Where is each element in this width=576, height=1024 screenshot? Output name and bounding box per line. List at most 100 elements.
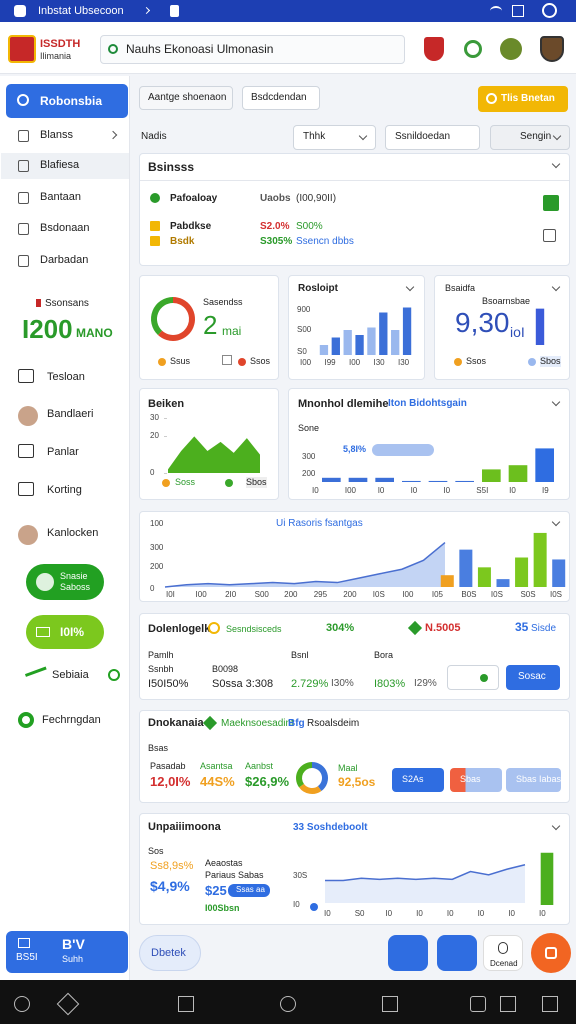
nav-icon[interactable]	[18, 369, 34, 383]
system-button[interactable]	[500, 996, 516, 1012]
tick-mark	[164, 418, 167, 419]
column-value: I50I50%	[148, 678, 189, 690]
system-button[interactable]	[470, 996, 486, 1012]
bar	[552, 559, 566, 587]
cta-icon	[486, 93, 497, 104]
y-label: S00	[297, 325, 312, 334]
stat-value: I200	[22, 314, 73, 344]
y-label: S0	[297, 347, 307, 356]
header-icon[interactable]	[464, 40, 482, 58]
stat-label: Asantsa	[200, 761, 233, 771]
system-button[interactable]	[178, 996, 194, 1012]
y-tick-label: 20	[150, 431, 159, 441]
nav-icon[interactable]	[18, 444, 34, 458]
row-action[interactable]	[543, 229, 556, 242]
x-label: I0I	[166, 590, 175, 599]
cta-label: Tlis Bnetan	[501, 93, 555, 104]
toolbar-button[interactable]	[242, 86, 320, 110]
y-label: I0	[293, 900, 300, 909]
header-icon[interactable]	[540, 36, 564, 62]
footer-icon	[18, 712, 34, 728]
legend-label: Sbos	[246, 477, 267, 488]
legend-dot	[454, 358, 462, 366]
nav-pill-label: Dbetek	[151, 947, 186, 959]
donut-label: Maal	[338, 763, 358, 773]
chart	[296, 762, 328, 794]
y-tick-label: 0	[150, 468, 155, 477]
x-label: S00	[254, 590, 269, 599]
card-button[interactable]	[506, 768, 561, 792]
badge: Sesndsisceds	[226, 624, 282, 634]
system-button[interactable]	[542, 996, 558, 1012]
nav-button[interactable]	[437, 935, 477, 971]
card-title: Beiken	[148, 398, 185, 410]
nav-icon[interactable]	[18, 406, 38, 426]
row-icon	[150, 221, 160, 231]
nav-pill[interactable]	[139, 935, 201, 971]
bar	[455, 480, 474, 482]
nav-link: Korting	[47, 484, 82, 496]
x-label: S0S	[520, 590, 536, 599]
donut-value: 92,5os	[338, 775, 376, 789]
x-label: I0	[509, 486, 516, 495]
bar	[331, 337, 340, 355]
nav-icon[interactable]	[18, 160, 29, 172]
toggle[interactable]	[108, 669, 120, 681]
nav-icon	[17, 94, 29, 106]
nav-icon[interactable]	[18, 223, 29, 235]
toggle-box[interactable]	[447, 665, 499, 690]
x-label: I0S	[490, 590, 503, 599]
x-label: 200	[284, 590, 298, 599]
header-icon[interactable]	[424, 37, 444, 61]
big-value: 9,30	[455, 307, 510, 338]
nav-fab-icon	[545, 947, 557, 959]
system-button[interactable]	[382, 996, 398, 1012]
system-button[interactable]	[280, 996, 296, 1012]
x-label: 200	[343, 590, 357, 599]
divider	[140, 180, 569, 181]
badge-icon	[208, 622, 220, 634]
filter-dropdown[interactable]	[293, 125, 376, 150]
search-box[interactable]	[100, 35, 405, 64]
pill-bar	[372, 444, 434, 456]
row-icon	[150, 236, 160, 246]
chart	[319, 307, 412, 355]
x-label: I0	[410, 486, 418, 495]
row-value: Uaobs	[260, 193, 291, 204]
nav-icon[interactable]	[18, 130, 29, 142]
info-line: Ss8,9s%	[150, 860, 194, 872]
filter-dropdown[interactable]	[490, 125, 570, 150]
card-button[interactable]	[392, 768, 444, 792]
bar	[515, 557, 529, 587]
legend-label: Ssos	[466, 356, 487, 366]
legend-dot	[225, 479, 233, 487]
donut-segment	[296, 762, 313, 788]
nav-button[interactable]	[388, 935, 428, 971]
x-label: I0	[312, 486, 319, 495]
row-value: S00%	[296, 221, 323, 232]
nav-selected-row	[1, 153, 129, 179]
nav-icon[interactable]	[18, 525, 38, 545]
info-line: $25	[205, 883, 227, 898]
header-icon[interactable]	[500, 38, 522, 60]
nav-icon[interactable]	[18, 192, 29, 204]
nav-icon[interactable]	[18, 482, 34, 496]
card-button[interactable]	[450, 768, 502, 792]
bar	[348, 477, 368, 482]
pill-button[interactable]	[26, 615, 104, 649]
filter-dropdown[interactable]	[385, 125, 480, 150]
bottom-title: B'V	[62, 936, 85, 952]
y-label: 200	[302, 469, 316, 478]
toolbar-button[interactable]	[139, 86, 233, 110]
nav-icon[interactable]	[18, 255, 29, 267]
system-button[interactable]	[14, 996, 30, 1012]
nav-fab[interactable]	[531, 933, 571, 973]
status-bar	[0, 0, 576, 22]
info-line: Sos	[148, 846, 164, 856]
x-label: I0S	[550, 590, 563, 599]
bar	[496, 579, 510, 587]
x-label: I05	[431, 590, 443, 599]
x-label: I0	[324, 909, 331, 918]
action-button[interactable]	[506, 665, 560, 690]
row-action[interactable]	[543, 195, 559, 211]
